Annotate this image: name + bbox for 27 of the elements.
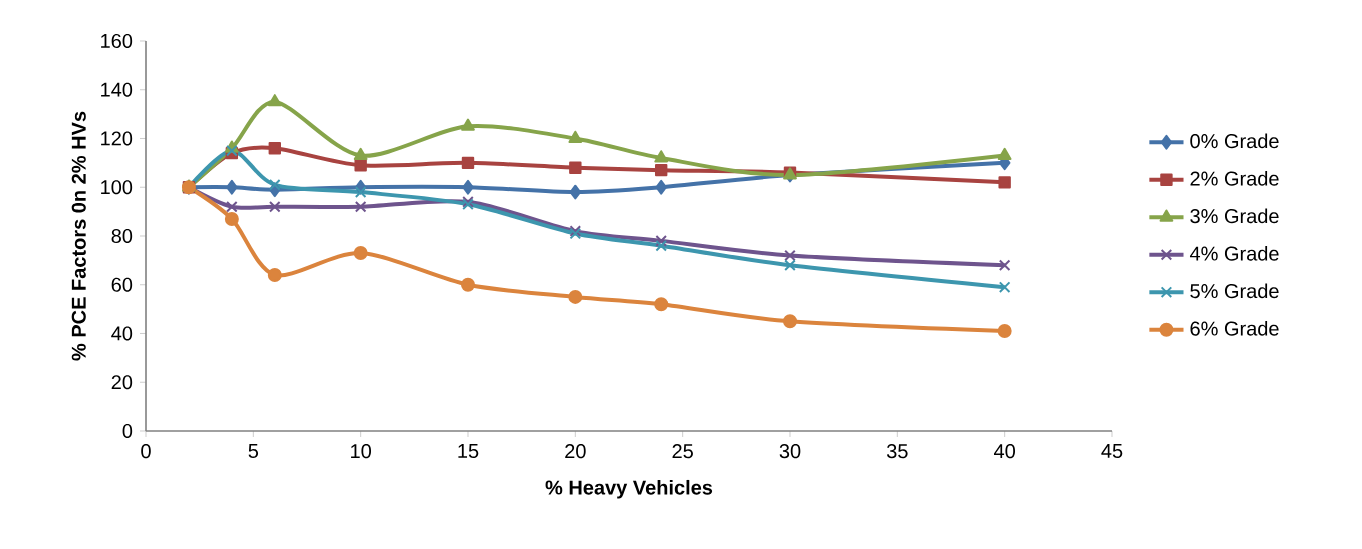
y-tick-label: 40 [111, 326, 133, 341]
legend-label: 6% Grade [1190, 320, 1279, 336]
x-tick-label: 40 [994, 444, 1015, 459]
x-tick-label: 10 [351, 444, 372, 459]
y-tick-label: 100 [101, 180, 133, 195]
x-tick-label: 45 [1101, 444, 1123, 458]
x-tick-label: 0 [141, 444, 151, 459]
legend-label: 2% Grade [1190, 171, 1279, 186]
x-tick-label: 20 [565, 444, 586, 459]
x-tick-label: 35 [886, 444, 908, 459]
x-tick-label: 25 [672, 444, 693, 459]
x-tick-label: 30 [779, 444, 801, 459]
x-tick-label: 5 [248, 444, 259, 458]
x-axis-title: % Heavy Vehicles [545, 479, 713, 499]
y-tick-label: 80 [111, 228, 133, 244]
legend-label: 5% Grade [1190, 283, 1279, 299]
y-tick-label: 60 [111, 277, 133, 292]
y-tick-label: 140 [101, 82, 133, 97]
y-tick-label: 160 [101, 33, 133, 49]
y-axis-title: % PCE Factors 0n 2% HVs [71, 111, 86, 361]
x-tick-label: 15 [458, 444, 479, 458]
y-tick-label: 20 [111, 375, 133, 390]
legend-label: 0% Grade [1190, 133, 1279, 149]
y-tick-label: 0 [122, 423, 133, 439]
legend-label: 4% Grade [1189, 245, 1279, 261]
legend-label: 3% Grade [1190, 208, 1279, 224]
y-tick-label: 120 [101, 131, 133, 146]
